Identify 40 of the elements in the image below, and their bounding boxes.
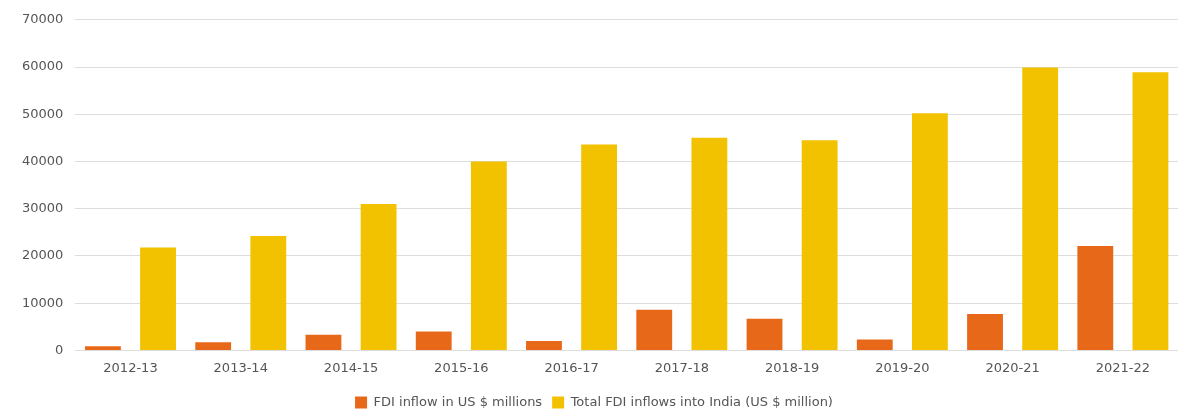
bar bbox=[526, 340, 562, 350]
x-tick-label: 2016-17 bbox=[544, 359, 599, 375]
bar bbox=[195, 342, 232, 350]
bar bbox=[360, 203, 397, 350]
bar bbox=[856, 339, 893, 350]
bar bbox=[801, 140, 838, 350]
x-tick-label: 2019-20 bbox=[875, 359, 930, 375]
bar bbox=[691, 137, 728, 350]
y-tick-label: 10000 bbox=[22, 294, 64, 310]
x-tick-label: 2017-18 bbox=[654, 359, 709, 375]
y-tick-label: 40000 bbox=[22, 152, 64, 168]
bar bbox=[746, 318, 783, 350]
bar bbox=[305, 334, 342, 350]
y-tick-label: 60000 bbox=[22, 58, 64, 74]
y-tick-label: 0 bbox=[55, 341, 64, 357]
legend-label: FDI inflow in US $ millions bbox=[373, 393, 543, 409]
legend-label: Total FDI inflows into India (US $ million) bbox=[569, 393, 833, 409]
x-tick-label: 2018-19 bbox=[764, 359, 820, 375]
bar bbox=[911, 113, 948, 350]
x-tick-label: 2014-15 bbox=[323, 359, 379, 375]
bar bbox=[967, 314, 1003, 350]
bar bbox=[85, 346, 121, 350]
x-tick-label: 2013-14 bbox=[213, 359, 268, 375]
bar bbox=[470, 161, 507, 350]
bar bbox=[415, 331, 452, 350]
x-tick-label: 2012-13 bbox=[103, 359, 158, 375]
bar bbox=[250, 236, 287, 350]
y-tick-label: 20000 bbox=[22, 247, 64, 263]
bar bbox=[1077, 246, 1114, 350]
x-tick-label: 2021-22 bbox=[1095, 359, 1151, 375]
bar bbox=[636, 309, 673, 350]
bar bbox=[581, 144, 618, 350]
bar bbox=[140, 247, 176, 350]
bar bbox=[1022, 67, 1059, 350]
y-tick-label: 70000 bbox=[22, 11, 64, 27]
x-tick-label: 2015-16 bbox=[434, 359, 489, 375]
bar bbox=[1132, 72, 1169, 350]
y-tick-label: 50000 bbox=[22, 105, 64, 121]
x-tick-label: 2020-21 bbox=[985, 359, 1040, 375]
y-tick-label: 30000 bbox=[22, 200, 64, 216]
